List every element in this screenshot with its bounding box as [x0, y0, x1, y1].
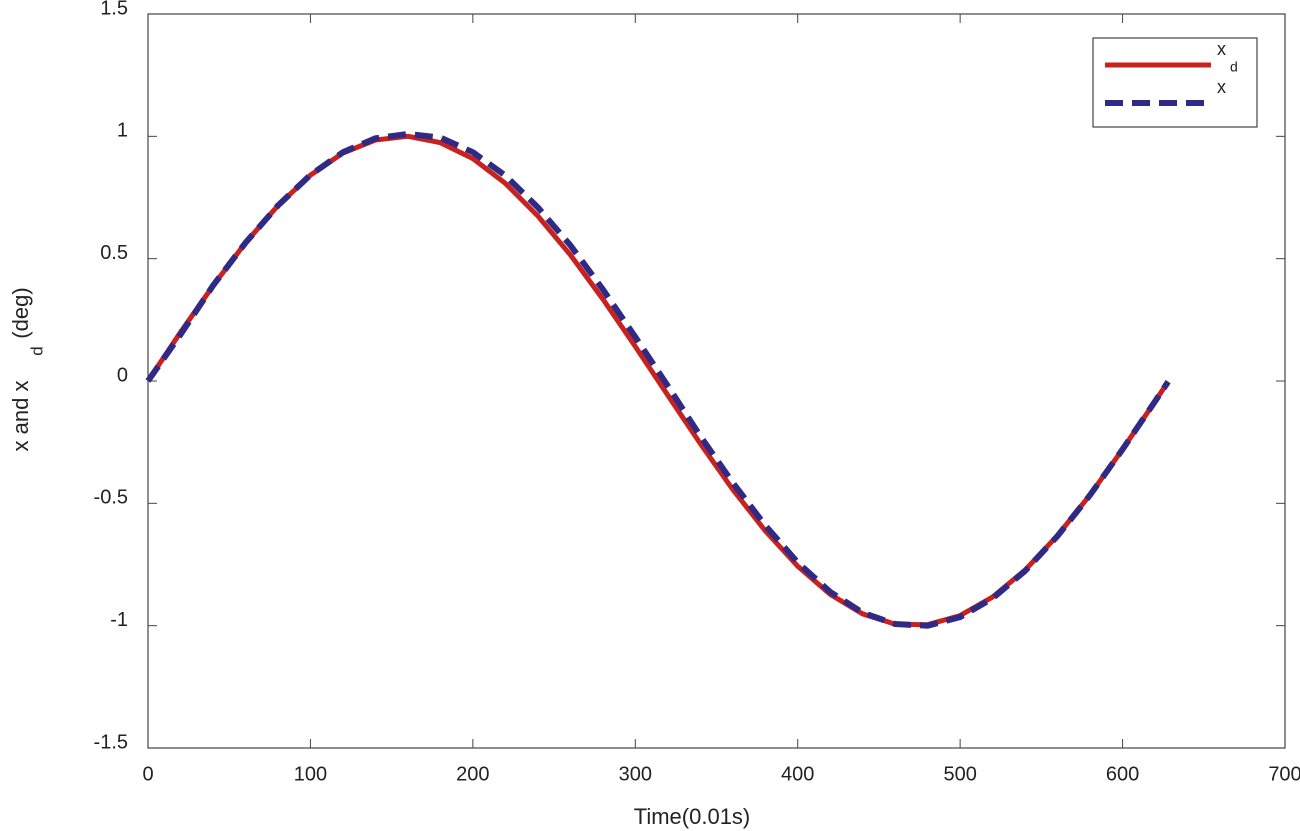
legend-label: x — [1217, 77, 1226, 97]
data-line — [145, 133, 1171, 628]
legend-label: x — [1217, 39, 1226, 59]
y-axis-label-main: x and x — [8, 381, 33, 452]
x-tick-label: 0 — [142, 763, 153, 785]
data-line — [145, 130, 1171, 629]
x-axis-label: Time(0.01s) — [634, 804, 751, 829]
legend-label-sub: d — [1230, 59, 1238, 75]
y-axis-label-sub: d — [27, 346, 46, 355]
y-axis-label-unit: (deg) — [8, 287, 33, 338]
x-tick-label: 600 — [1106, 763, 1139, 785]
x-tick-label: 300 — [619, 763, 652, 785]
x-tick-label: 400 — [781, 763, 814, 785]
x-tick-label: 100 — [294, 763, 327, 785]
y-axis-label: x and x d (deg) — [8, 287, 47, 451]
y-tick-label: -1.5 — [94, 731, 128, 753]
x-tick-label: 200 — [456, 763, 489, 785]
y-tick-label: 1 — [117, 120, 128, 142]
x-tick-label: 500 — [943, 763, 976, 785]
y-tick-label: -1 — [110, 609, 128, 631]
x-tick-label: 700 — [1268, 763, 1300, 785]
legend-box — [1092, 37, 1258, 128]
y-tick-label: -0.5 — [94, 487, 128, 509]
y-tick-label: 0 — [117, 364, 128, 386]
y-tick-label: 0.5 — [100, 242, 128, 264]
y-tick-label: 1.5 — [100, 0, 128, 19]
